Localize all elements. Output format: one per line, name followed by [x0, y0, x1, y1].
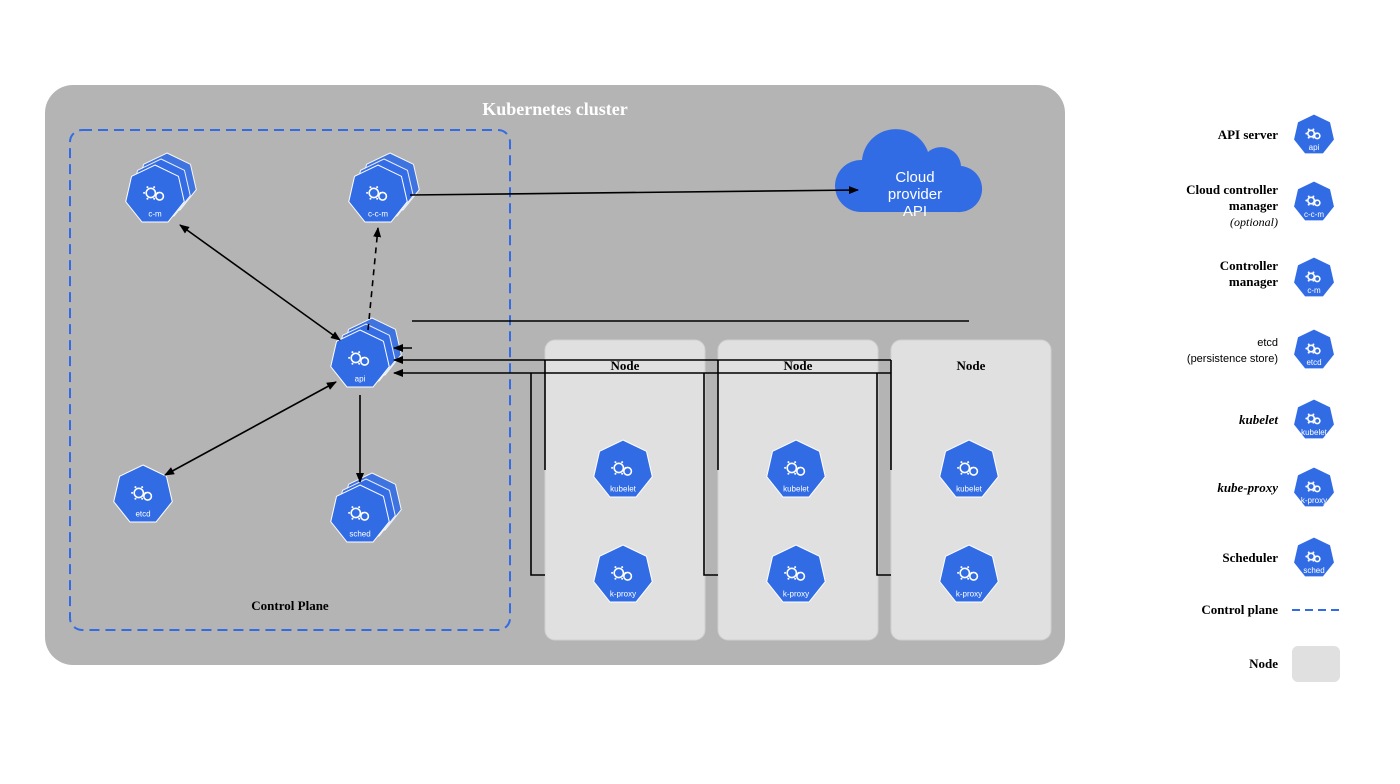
legend-k-proxy-icon: k-proxy [1294, 467, 1335, 507]
cloud-text-line: provider [888, 186, 942, 203]
legend-label: etcd [1257, 337, 1278, 349]
legend-label: kube-proxy [1217, 480, 1278, 495]
legend-c-m-icon: c-m [1294, 257, 1335, 297]
kubelet-icon-caption: kubelet [783, 485, 810, 494]
legend-c-c-m-icon-caption: c-c-m [1304, 210, 1324, 219]
api-server-icon-caption: api [355, 375, 366, 384]
legend-label: kubelet [1239, 412, 1278, 427]
controller-manager-icon-caption: c-m [148, 210, 162, 219]
legend-api-icon-caption: api [1309, 143, 1320, 152]
legend-label: API server [1218, 127, 1279, 142]
kube-proxy-icon-caption: k-proxy [783, 590, 809, 599]
legend-k-proxy-icon-caption: k-proxy [1301, 496, 1327, 505]
legend-kubelet-icon: kubelet [1294, 399, 1335, 439]
kubelet-icon-caption: kubelet [956, 485, 983, 494]
kubelet-icon-caption: kubelet [610, 485, 637, 494]
etcd-icon-caption: etcd [135, 510, 150, 519]
legend-control-plane-label: Control plane [1201, 602, 1278, 617]
control-plane-label: Control Plane [251, 598, 329, 613]
legend-etcd-icon: etcd [1294, 329, 1335, 369]
legend-label: Scheduler [1222, 550, 1278, 565]
cloud-controller-manager-icon-caption: c-c-m [368, 210, 388, 219]
legend-c-c-m-icon: c-c-m [1294, 181, 1335, 221]
cloud-text-line: API [903, 203, 927, 220]
legend-label: Cloud controller [1186, 182, 1278, 197]
legend-api-icon: api [1294, 114, 1335, 154]
kube-proxy-icon-caption: k-proxy [610, 590, 636, 599]
legend-label: (persistence store) [1187, 353, 1278, 365]
legend-sched-icon-caption: sched [1303, 566, 1324, 575]
legend-node-label: Node [1249, 656, 1278, 671]
architecture-diagram: Kubernetes cluster Control Plane Node kubel… [0, 0, 1400, 784]
cloud-text-line: Cloud [895, 169, 934, 186]
legend-note: (optional) [1230, 215, 1278, 229]
legend-label: Controller [1220, 258, 1278, 273]
legend-node-swatch-icon [1292, 646, 1340, 682]
legend-sched-icon: sched [1294, 537, 1335, 577]
legend-kubelet-icon-caption: kubelet [1301, 428, 1328, 437]
legend-etcd-icon-caption: etcd [1306, 358, 1321, 367]
scheduler-icon-caption: sched [349, 530, 370, 539]
kube-proxy-icon-caption: k-proxy [956, 590, 982, 599]
node-title: Node [957, 358, 986, 373]
legend-c-m-icon-caption: c-m [1307, 286, 1321, 295]
cluster-title: Kubernetes cluster [482, 99, 627, 119]
legend-label: manager [1229, 198, 1278, 213]
legend-label: manager [1229, 274, 1278, 289]
